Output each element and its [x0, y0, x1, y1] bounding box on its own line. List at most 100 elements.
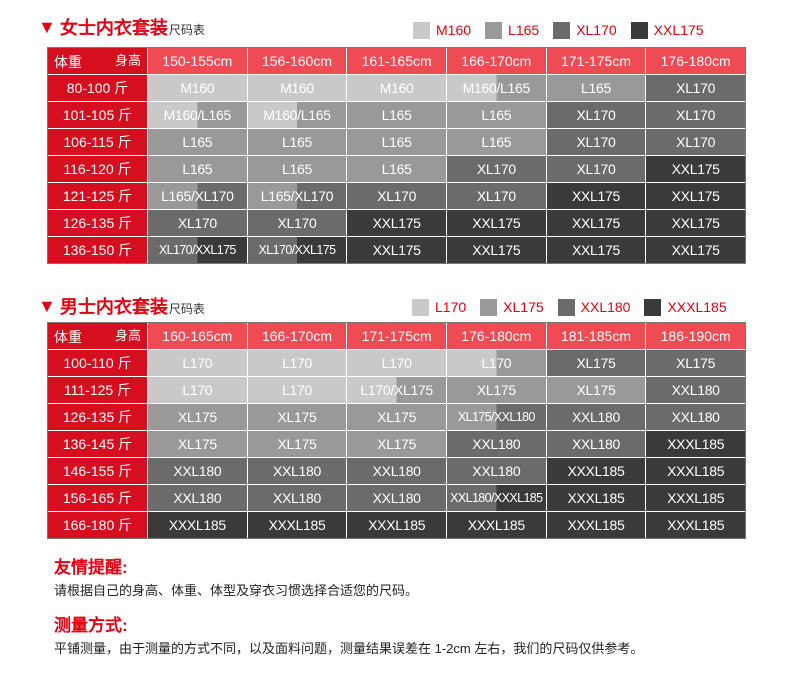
- row-header: 106-115 斤: [48, 129, 147, 155]
- women-chart-title: 女士内衣套装: [59, 18, 168, 38]
- row-header: 101-105 斤: [48, 102, 147, 128]
- triangle-down-icon: ▼: [38, 17, 56, 37]
- size-cell: L165: [148, 129, 247, 155]
- legend-swatch: [630, 21, 648, 39]
- men-size-table: 身高 体重 160-165cm 166-170cm 171-175cm 176-180cm…: [47, 322, 746, 539]
- men-chart-heading: ▼ 男士内衣套装 尺码表: [38, 293, 205, 319]
- legend-item: XXL175: [630, 21, 718, 39]
- size-cell: XXL175: [646, 183, 745, 209]
- size-cell: L165: [347, 102, 446, 128]
- legend-item: M160: [413, 21, 485, 39]
- legend-label: XXXL185: [667, 299, 727, 315]
- size-cell: M160/L165: [247, 102, 347, 128]
- column-header: 176-180cm: [446, 323, 546, 349]
- size-cell: XXL180: [646, 404, 745, 430]
- column-header: 161-165cm: [347, 48, 446, 74]
- size-cell: L165: [247, 129, 347, 155]
- size-cell: XL170: [646, 75, 745, 101]
- legend-label: XXL180: [580, 299, 631, 315]
- row-header: 116-120 斤: [48, 156, 147, 182]
- row-header: 111-125 斤: [48, 377, 147, 403]
- size-cell: XL170: [546, 129, 646, 155]
- women-chart-heading: ▼ 女士内衣套装 尺码表: [38, 14, 205, 40]
- size-cell: XXXL185: [646, 485, 745, 511]
- size-cell: XXL175: [546, 210, 646, 236]
- size-cell: XXL180: [446, 458, 546, 484]
- size-cell: XL170: [446, 183, 546, 209]
- size-cell: XXL180: [646, 377, 745, 403]
- size-cell: L165/XL170: [247, 183, 347, 209]
- column-header: 150-155cm: [148, 48, 247, 74]
- size-cell: XXL180: [446, 431, 546, 457]
- size-cell: XL175: [446, 377, 546, 403]
- size-cell: M160: [148, 75, 247, 101]
- column-header: 166-170cm: [247, 323, 347, 349]
- size-cell: L165/XL170: [148, 183, 247, 209]
- size-cell: M160/L165: [148, 102, 247, 128]
- size-cell: XXL180: [247, 458, 347, 484]
- row-header: 156-165 斤: [48, 485, 147, 511]
- size-cell: L170: [247, 377, 347, 403]
- size-cell: XXXL185: [546, 485, 646, 511]
- size-cell: XXL175: [646, 237, 745, 263]
- size-cell: XL170: [546, 156, 646, 182]
- column-header: 171-175cm: [347, 323, 446, 349]
- legend-swatch: [485, 21, 503, 39]
- women-size-table: 身高 体重 150-155cm 156-160cm 161-165cm 166-170cm…: [47, 47, 746, 264]
- legend-item: L165: [485, 21, 553, 39]
- size-cell: XL170: [546, 102, 646, 128]
- height-axis-label: 身高: [114, 328, 141, 343]
- size-cell: M160: [347, 75, 446, 101]
- table-corner-header: 身高 体重: [48, 323, 147, 349]
- size-cell: XXXL185: [247, 512, 347, 538]
- row-header: 126-135 斤: [48, 404, 147, 430]
- legend-swatch: [644, 298, 662, 316]
- size-cell: L170: [148, 350, 247, 376]
- size-cell: XXXL185: [646, 431, 745, 457]
- size-cell: M160/L165: [446, 75, 546, 101]
- size-cell: XXL180: [148, 458, 247, 484]
- row-header: 136-150 斤: [48, 237, 147, 263]
- size-cell: XXXL185: [148, 512, 247, 538]
- women-size-legend: M160 L165 XL170 XXL175: [413, 19, 718, 41]
- size-cell: XL175: [247, 404, 347, 430]
- size-cell: XXL180: [148, 485, 247, 511]
- size-cell: XXL180: [546, 404, 646, 430]
- row-header: 136-145 斤: [48, 431, 147, 457]
- size-cell: L165: [446, 102, 546, 128]
- size-cell: XXL180/XXXL185: [446, 485, 546, 511]
- size-cell: L165: [347, 129, 446, 155]
- men-chart-subtitle: 尺码表: [168, 301, 205, 316]
- size-cell: XXXL185: [546, 512, 646, 538]
- row-header: 121-125 斤: [48, 183, 147, 209]
- size-cell: L165: [546, 75, 646, 101]
- column-header: 181-185cm: [546, 323, 646, 349]
- size-cell: XL170/XXL175: [148, 237, 247, 263]
- men-chart-title: 男士内衣套装: [59, 297, 168, 317]
- legend-label: XL175: [503, 299, 544, 315]
- size-cell: L170: [347, 350, 446, 376]
- legend-item: L170: [412, 298, 480, 316]
- size-cell: XXXL185: [646, 512, 745, 538]
- size-cell: XL175: [546, 377, 646, 403]
- measure-title: 测量方式:: [54, 616, 128, 635]
- size-cell: XXL175: [347, 237, 446, 263]
- legend-label: XXL175: [653, 22, 704, 38]
- men-size-legend: L170 XL175 XXL180 XXXL185: [412, 296, 741, 318]
- size-cell: XL175: [347, 431, 446, 457]
- legend-swatch: [412, 298, 429, 316]
- column-header: 171-175cm: [546, 48, 646, 74]
- size-cell: XL175: [646, 350, 745, 376]
- size-cell: XXXL185: [646, 458, 745, 484]
- size-cell: L170: [148, 377, 247, 403]
- row-header: 80-100 斤: [48, 75, 147, 101]
- size-cell: XL170: [347, 183, 446, 209]
- legend-item: XXL180: [557, 298, 645, 316]
- size-cell: L165: [446, 129, 546, 155]
- size-cell: XXXL185: [446, 512, 546, 538]
- size-cell: M160: [247, 75, 347, 101]
- size-cell: L170: [247, 350, 347, 376]
- size-cell: XXL180: [347, 485, 446, 511]
- size-cell: XXL175: [546, 183, 646, 209]
- size-cell: XL175: [148, 404, 247, 430]
